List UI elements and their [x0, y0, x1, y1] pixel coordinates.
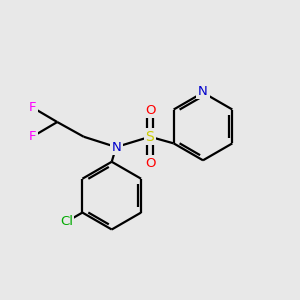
Text: N: N [198, 85, 208, 98]
Text: O: O [145, 104, 155, 117]
Text: N: N [111, 141, 121, 154]
Text: S: S [146, 130, 154, 144]
Text: F: F [28, 130, 36, 143]
Text: Cl: Cl [60, 215, 73, 228]
Text: O: O [145, 157, 155, 170]
Text: F: F [28, 101, 36, 114]
